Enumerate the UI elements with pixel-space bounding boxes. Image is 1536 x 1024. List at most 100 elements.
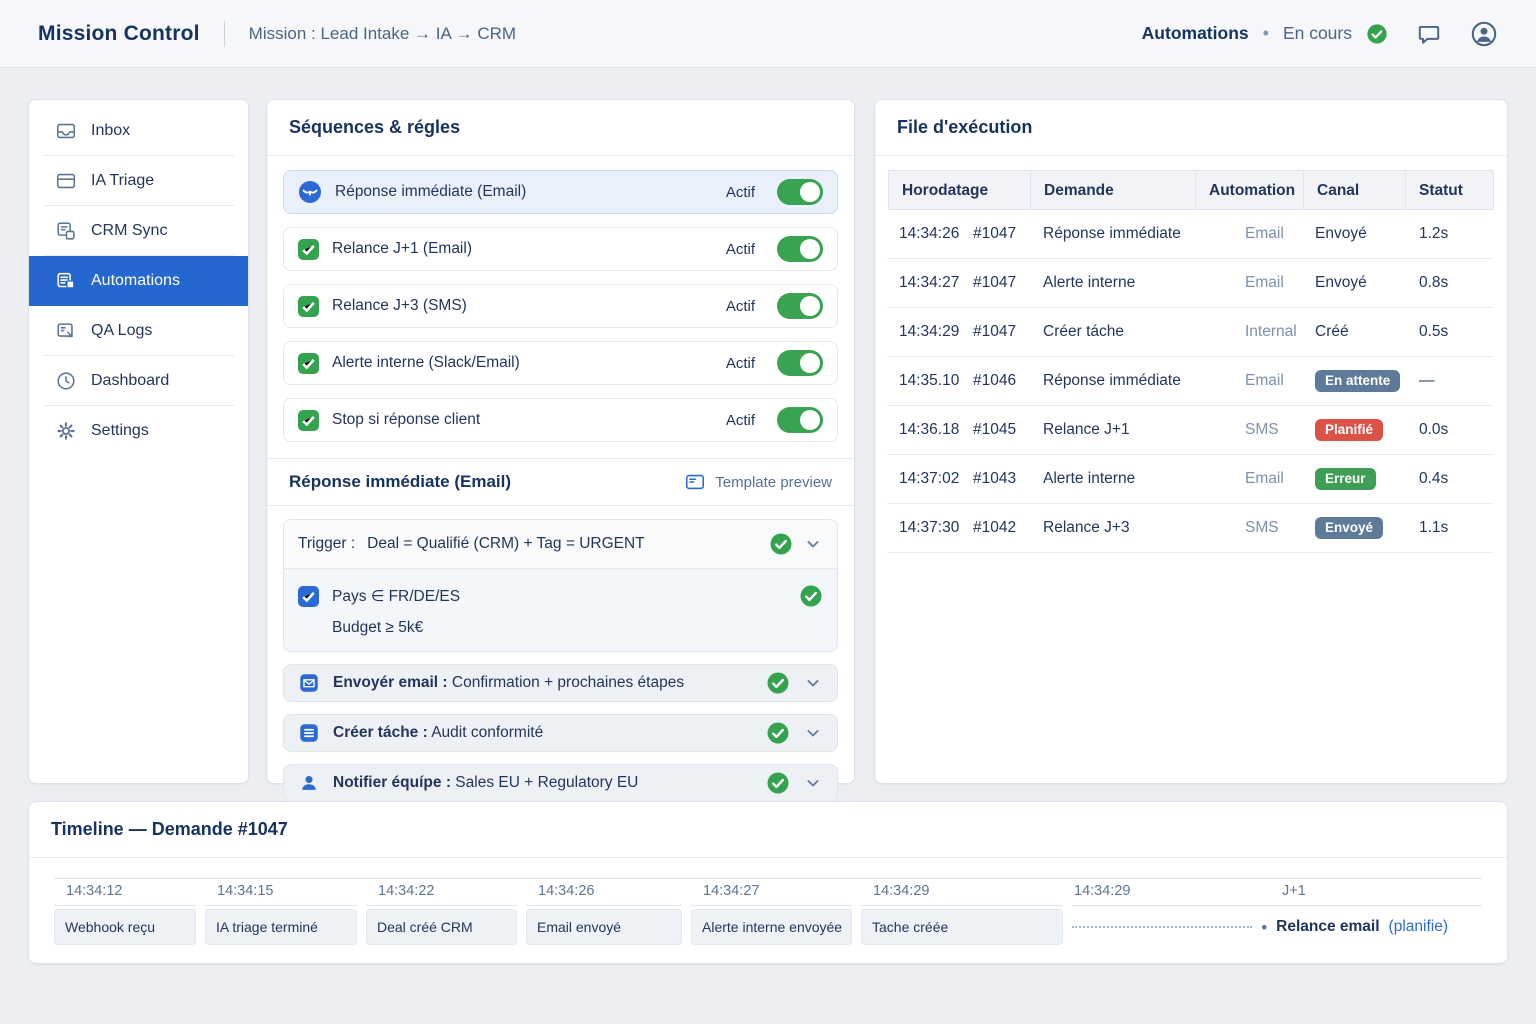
condition-label: Pays ∈ FR/DE/ES xyxy=(332,587,461,605)
queue-cell-canal: Email xyxy=(1245,274,1284,291)
queue-row[interactable]: 14:37:02 #1043 Alerte interne Email Erre… xyxy=(887,455,1494,504)
header-divider xyxy=(223,20,225,47)
rule-checkbox-checked[interactable] xyxy=(298,295,319,317)
condition-row: Pays ∈ FR/DE/ES xyxy=(298,579,823,613)
rule-toggle[interactable] xyxy=(777,179,823,205)
queue-row[interactable]: 14:36.18 #1045 Relance J+1 SMS Planifié … xyxy=(887,406,1494,455)
rule-row[interactable]: Stop si réponse client Actif xyxy=(283,398,838,442)
queue-cell-duration: 1.2s xyxy=(1419,225,1449,242)
rule-row[interactable]: Relance J+1 (Email) Actif xyxy=(283,227,838,271)
timeline-event-label: Webhook reçu xyxy=(54,909,196,945)
queue-column-header: Automation xyxy=(1196,170,1304,210)
queue-cell-canal: Email xyxy=(1245,225,1284,242)
rule-detail-header: Réponse immédiate (Email) Template previ… xyxy=(267,458,854,506)
sidebar-item-qa-logs[interactable]: QA Logs xyxy=(29,306,248,356)
queue-cell-statut: Erreur xyxy=(1315,468,1419,490)
header-section-label: Automations xyxy=(1141,23,1249,43)
rule-toggle[interactable] xyxy=(777,293,823,319)
timeline-pending-event: 14:34:29 J+1 • Relance email (planifie) xyxy=(1072,879,1482,945)
queue-row[interactable]: 14:35.10 #1046 Réponse immédiate Email E… xyxy=(887,357,1494,406)
chat-icon[interactable] xyxy=(1416,21,1442,47)
queue-column-header: Horodatage xyxy=(888,170,1031,210)
queue-cell-automation: Relance J+1 xyxy=(1043,421,1130,438)
queue-cell-duration: 0.4s xyxy=(1419,470,1449,487)
pending-event-label: Relance email xyxy=(1276,918,1380,935)
timeline-time: 14:34:15 xyxy=(205,879,357,906)
rule-row[interactable]: Réponse immédiate (Email) Actif xyxy=(283,170,838,214)
rule-row[interactable]: Alerte interne (Slack/Email) Actif xyxy=(283,341,838,385)
sequences-body: Réponse immédiate (Email) Actif Relance … xyxy=(267,156,854,802)
queue-cell-statut: Créé xyxy=(1315,323,1349,340)
timeline-panel: Timeline — Demande #1047 14:34:12 Webhoo… xyxy=(28,801,1508,964)
rule-toggle[interactable] xyxy=(777,407,823,433)
queue-column-header: Demande xyxy=(1031,170,1196,210)
queue-cell-time: 14:35.10 xyxy=(899,372,960,389)
status-separator-dot: • xyxy=(1262,23,1269,43)
action-row[interactable]: Notifier équípe : Sales EU + Regulatory … xyxy=(283,764,838,802)
triage-icon xyxy=(55,170,77,192)
rule-toggle[interactable] xyxy=(777,350,823,376)
queue-column-header: Statut xyxy=(1406,170,1494,210)
rule-state-label: Actif xyxy=(725,297,755,315)
timeline-panel-header: Timeline — Demande #1047 xyxy=(29,802,1507,858)
rule-label: Relance J+1 (Email) xyxy=(332,240,472,257)
timeline-time: 14:34:29 xyxy=(861,879,1063,906)
sidebar-item-settings[interactable]: Settings xyxy=(29,406,248,456)
sidebar-item-label: Automations xyxy=(91,272,180,289)
timeline-time: 14:34:29 xyxy=(1072,879,1274,906)
rule-toggle[interactable] xyxy=(777,236,823,262)
queue-cell-demande: #1047 xyxy=(973,323,1017,340)
queue-row[interactable]: 14:34:29 #1047 Créer táche Internal Créé… xyxy=(887,308,1494,357)
queue-row[interactable]: 14:34:26 #1047 Réponse immédiate Email E… xyxy=(887,210,1494,259)
chevron-down-icon[interactable] xyxy=(803,534,823,554)
action-row[interactable]: Envoyér email : Confirmation + prochaine… xyxy=(283,664,838,702)
queue-column-header: Canal xyxy=(1304,170,1406,210)
chevron-down-icon[interactable] xyxy=(803,773,823,793)
timeline-event-label: Alerte interne envoyée xyxy=(691,909,852,945)
queue-cell-canal: Email xyxy=(1245,470,1284,487)
queue-cell-canal: SMS xyxy=(1245,421,1279,438)
rule-row[interactable]: Relance J+3 (SMS) Actif xyxy=(283,284,838,328)
rule-checkbox-checked[interactable] xyxy=(298,238,319,260)
breadcrumb: Mission : Lead Intake → IA → CRM xyxy=(248,23,517,43)
sidebar-item-automations[interactable]: Automations xyxy=(29,256,248,306)
sidebar-item-dashboard[interactable]: Dashboard xyxy=(29,356,248,406)
timeline-event-label: Email envoyé xyxy=(526,909,682,945)
rule-checkbox-checked[interactable] xyxy=(298,409,319,431)
template-preview-link[interactable]: Template preview xyxy=(684,471,832,493)
queue-cell-demande: #1042 xyxy=(973,519,1017,536)
chevron-down-icon[interactable] xyxy=(803,723,823,743)
queue-cell-statut: Envoyé xyxy=(1315,274,1367,291)
queue-row[interactable]: 14:37:30 #1042 Relance J+3 SMS Envoyé 1.… xyxy=(887,504,1494,553)
sidebar: Inbox IA Triage CRM Sync Automations QA … xyxy=(28,99,249,784)
queue-row[interactable]: 14:34:27 #1047 Alerte interne Email Envo… xyxy=(887,259,1494,308)
timeline-pending-body: • Relance email (planifie) xyxy=(1072,909,1482,945)
queue-cell-duration: 0.0s xyxy=(1419,421,1449,438)
check-circle-icon xyxy=(769,532,793,556)
trigger-row[interactable]: Trigger : Deal = Qualifié (CRM) + Tag = U… xyxy=(284,520,837,569)
qa-logs-icon xyxy=(55,320,77,342)
rule-checkbox-checked[interactable] xyxy=(298,352,319,374)
queue-cell-duration: 1.1s xyxy=(1419,519,1449,536)
sidebar-item-crm-sync[interactable]: CRM Sync xyxy=(29,206,248,256)
timeline-bullet: • xyxy=(1261,917,1268,937)
person-icon xyxy=(298,772,320,794)
timeline-event: 14:34:12 Webhook reçu xyxy=(54,879,196,945)
avatar-icon[interactable] xyxy=(1470,20,1498,48)
trigger-condition: Deal = Qualifié (CRM) + Tag = URGENT xyxy=(367,535,645,552)
rules-list: Réponse immédiate (Email) Actif Relance … xyxy=(283,170,838,442)
timeline-body: 14:34:12 Webhook reçu 14:34:15 IA triage… xyxy=(29,858,1507,945)
sidebar-item-label: Inbox xyxy=(91,122,131,139)
condition-checkbox-checked[interactable] xyxy=(298,585,319,607)
sidebar-item-ia-triage[interactable]: IA Triage xyxy=(29,156,248,206)
timeline-event-label: Tache créée xyxy=(861,909,1063,945)
template-icon xyxy=(684,471,706,493)
chevron-down-icon[interactable] xyxy=(803,673,823,693)
sidebar-item-inbox[interactable]: Inbox xyxy=(29,106,248,156)
actions-list: Envoyér email : Confirmation + prochaine… xyxy=(283,664,838,802)
dotted-connector xyxy=(1072,926,1253,928)
timeline-event: 14:34:26 Email envoyé xyxy=(526,879,682,945)
queue-cell-canal: SMS xyxy=(1245,519,1279,536)
timeline-time: 14:34:27 xyxy=(691,879,852,906)
action-row[interactable]: Créer táche : Audit conformité xyxy=(283,714,838,752)
